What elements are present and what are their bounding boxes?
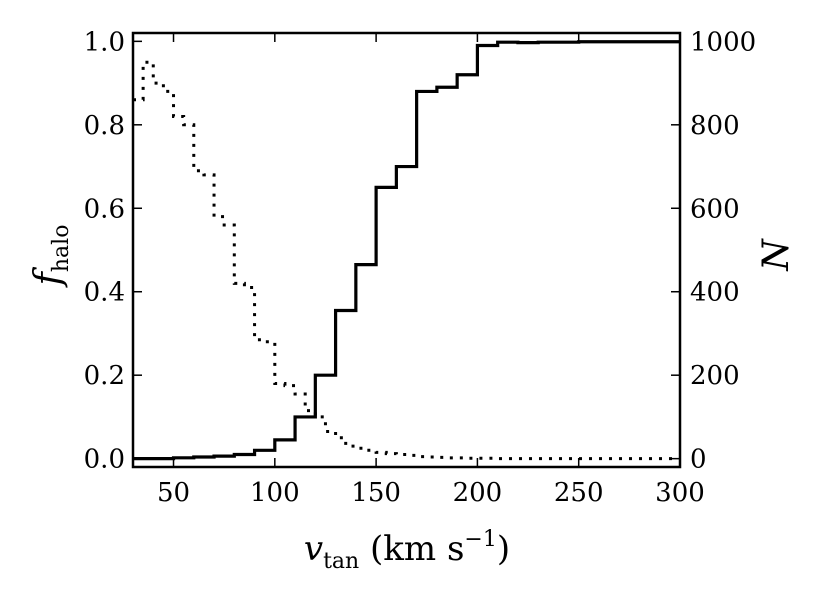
y-axis-left: 0.0 0.2 0.4 0.6 0.8 1.0 — [84, 27, 142, 475]
y-left-tick-label: 0.4 — [84, 278, 125, 308]
y-left-tick-label: 0.8 — [84, 111, 125, 141]
y-right-tick-label: 200 — [690, 361, 740, 391]
y-left-tick-label: 0.6 — [84, 194, 125, 224]
y-right-tick-label: 800 — [690, 111, 740, 141]
series-solid-fhalo — [133, 40, 680, 461]
y-left-tick-label: 0.0 — [84, 445, 125, 475]
x-axis: 50 100 150 200 250 300 — [157, 33, 705, 508]
x-tick-label: 300 — [655, 478, 705, 508]
x-tick-label: 250 — [554, 478, 604, 508]
y-left-tick-label: 0.2 — [84, 361, 125, 391]
x-axis-title: vtan (km s−1) — [304, 527, 510, 574]
y-right-tick-label: 1000 — [690, 27, 756, 57]
y-left-tick-label: 1.0 — [84, 27, 125, 57]
y-right-tick-label: 0 — [690, 445, 707, 475]
plot-frame — [131, 31, 682, 469]
y-right-tick-label: 400 — [690, 278, 740, 308]
series-dotted-n — [133, 60, 680, 461]
plot-area — [131, 31, 682, 469]
y-axis-left-title: fhalo — [28, 225, 74, 289]
y-axis-right-title: N — [756, 238, 797, 272]
y-axis-right: 0 200 400 600 800 1000 — [671, 27, 756, 475]
x-tick-label: 150 — [351, 478, 401, 508]
x-tick-label: 200 — [453, 478, 503, 508]
x-tick-label: 50 — [157, 478, 190, 508]
y-right-tick-label: 600 — [690, 194, 740, 224]
x-tick-label: 100 — [250, 478, 300, 508]
